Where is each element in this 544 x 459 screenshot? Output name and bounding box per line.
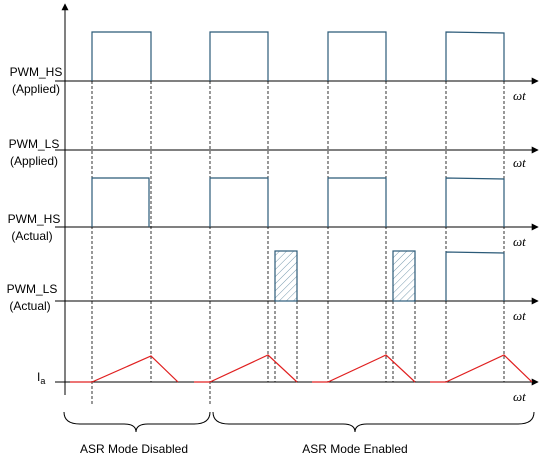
omega-t-label-3: ωt (513, 234, 526, 249)
omega-t-label-5: ωt (513, 389, 526, 404)
label-current-sub: a (40, 376, 45, 386)
label-current-main: I (37, 370, 40, 384)
label-pwm-hs-applied-2: (Applied) (12, 82, 60, 96)
label-current: Ia (37, 370, 45, 386)
label-pwm-ls-actual-2: (Actual) (9, 299, 50, 313)
dashed-guides (91, 81, 505, 405)
mode-label-disabled: ASR Mode Disabled (80, 442, 188, 456)
label-pwm-ls-applied-1: PWM_LS (9, 137, 60, 151)
brace-asr-disabled (63, 411, 211, 433)
mode-label-enabled: ASR Mode Enabled (302, 442, 407, 456)
omega-t-label-2: ωt (513, 155, 526, 170)
omega-t-label-1: ωt (513, 88, 526, 103)
pwm-ls-actual-waveform (274, 250, 505, 302)
pwm-hs-actual-waveform (91, 177, 505, 227)
label-pwm-ls-applied-2: (Applied) (10, 154, 58, 168)
pwm-hs-applied-waveform (91, 31, 505, 81)
label-pwm-ls-actual-1: PWM_LS (7, 282, 58, 296)
omega-t-label-4: ωt (513, 308, 526, 323)
label-pwm-hs-actual-1: PWM_HS (8, 212, 61, 226)
label-pwm-hs-actual-2: (Actual) (11, 229, 52, 243)
current-waveform (70, 354, 533, 383)
brace-asr-enabled (212, 411, 535, 433)
label-pwm-hs-applied-1: PWM_HS (10, 65, 63, 79)
